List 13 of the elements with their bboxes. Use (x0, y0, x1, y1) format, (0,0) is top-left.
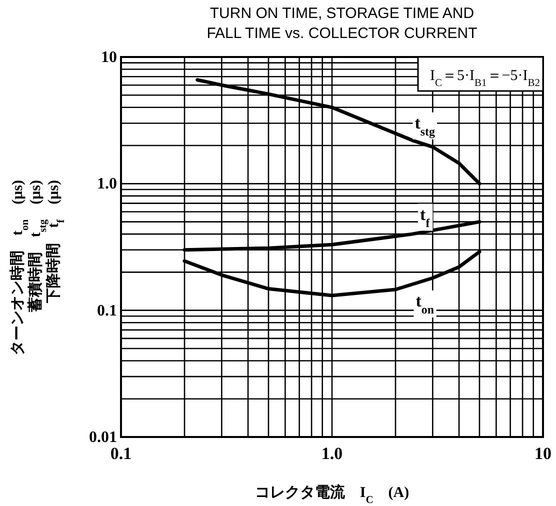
y-tick-label: 10 (101, 49, 117, 66)
x-tick-label: 1.0 (321, 444, 343, 463)
x-tick-label: 10 (534, 444, 552, 463)
chart-title: TURN ON TIME, STORAGE TIME AND FALL TIME vs. COLLECTOR CURRENT (206, 5, 478, 42)
series-label: t$_{on}$ (416, 291, 434, 316)
series-label: t$_{stg}$ (414, 113, 435, 138)
y-tick-label: 0.01 (89, 429, 117, 446)
x-tick-label: 0.1 (110, 444, 132, 463)
series-label: t$_{f}$ (420, 204, 431, 230)
y-tick-label: 0.1 (97, 302, 117, 320)
annotation: I$_{C}$＝5·I$_{B1}$＝−5·I$_{B2}$ (430, 68, 540, 88)
text: コレクタ電流 I$_{C}$ (A) (254, 485, 410, 506)
y-tick-label: 1.0 (97, 176, 117, 193)
